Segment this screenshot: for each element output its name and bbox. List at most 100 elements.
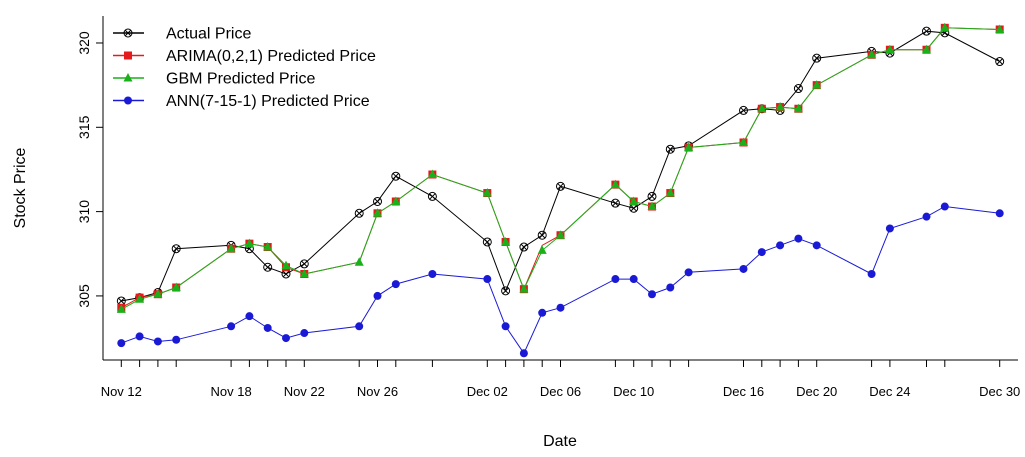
data-point-actual-price <box>391 171 401 181</box>
data-point-ann-7-15-1-predicted-price <box>135 332 144 341</box>
x-ticks: Nov 12 Nov 18 Nov 22 Nov 26 Dec 02 Dec 06 Dec … <box>101 360 1020 399</box>
legend-marker-gbm-predicted-price <box>123 73 133 82</box>
data-point-actual-price-cross <box>538 231 546 239</box>
data-point-gbm-predicted-price <box>867 49 877 59</box>
data-point-ann-7-15-1-predicted-price <box>227 322 236 331</box>
data-point-actual-price-cross <box>612 199 619 207</box>
data-point-gbm-predicted-price <box>244 238 254 248</box>
data-point-gbm-predicted-price <box>263 242 273 251</box>
axes: 305 310 315 320 Nov 12 Nov 18 Nov 22 Nov 26 Dec… <box>12 16 1020 450</box>
data-point-ann-7-15-1-predicted-price <box>263 323 272 332</box>
data-point-actual-price-cross <box>795 85 802 92</box>
data-point-gbm-predicted-price <box>556 230 565 239</box>
data-point-gbm-predicted-price <box>373 208 382 217</box>
data-point-ann-7-15-1-predicted-price <box>373 291 382 300</box>
data-point-ann-7-15-1-predicted-price <box>300 329 309 338</box>
y-tick-label: 310 <box>76 200 92 224</box>
data-point-gbm-predicted-price <box>482 188 492 197</box>
data-point-actual-price-cross <box>520 243 528 251</box>
data-point-actual-price-cross <box>740 107 747 114</box>
x-tick-label: Dec 10 <box>613 384 654 399</box>
data-point-ann-7-15-1-predicted-price <box>648 290 656 299</box>
legend-item-actual-price: Actual Price <box>113 26 251 43</box>
data-point-gbm-predicted-price <box>501 236 511 246</box>
data-point-actual-price-cross <box>996 58 1004 65</box>
data-point-ann-7-15-1-predicted-price <box>666 283 675 292</box>
x-tick-label: Dec 06 <box>540 384 581 399</box>
data-point-actual-price <box>501 286 511 296</box>
data-point-ann-7-15-1-predicted-price <box>501 322 510 331</box>
data-point-gbm-predicted-price <box>153 289 163 298</box>
x-tick-label: Dec 30 <box>979 384 1020 399</box>
data-point-actual-price <box>519 242 529 252</box>
data-point-actual-price <box>665 144 675 154</box>
data-point-actual-price-cross <box>355 209 363 217</box>
data-point-gbm-predicted-price <box>610 179 620 189</box>
data-point-gbm-predicted-price <box>135 294 145 303</box>
data-point-actual-price <box>610 198 620 208</box>
data-point-actual-price-cross <box>392 172 400 180</box>
data-point-actual-price-cross <box>557 182 564 190</box>
series-actual-price <box>116 26 1005 306</box>
y-axis-label: Stock Price <box>12 147 29 228</box>
y-tick-label: 315 <box>76 115 92 139</box>
x-tick-label: Nov 18 <box>210 384 251 399</box>
data-point-gbm-predicted-price <box>684 142 694 152</box>
data-point-gbm-predicted-price <box>299 269 309 278</box>
data-point-gbm-predicted-price <box>775 102 785 111</box>
data-point-ann-7-15-1-predicted-price <box>739 264 748 273</box>
data-point-ann-7-15-1-predicted-price <box>885 224 894 233</box>
data-point-gbm-predicted-price <box>812 80 822 89</box>
x-tick-label: Dec 24 <box>869 384 910 399</box>
data-point-gbm-predicted-price <box>519 284 529 293</box>
data-point-ann-7-15-1-predicted-price <box>519 349 528 358</box>
data-point-actual-price-cross <box>300 260 308 268</box>
legend-item-gbm-predicted-price: GBM Predicted Price <box>113 71 315 88</box>
x-tick-label: Dec 16 <box>723 384 764 399</box>
data-point-gbm-predicted-price <box>757 103 767 113</box>
data-point-actual-price-cross <box>282 270 290 278</box>
data-point-actual-price <box>482 237 492 247</box>
data-point-ann-7-15-1-predicted-price <box>684 268 693 277</box>
data-point-actual-price-cross <box>172 245 180 253</box>
series-arima-0-2-1-predicted-price <box>117 23 1004 312</box>
data-point-ann-7-15-1-predicted-price <box>282 334 290 343</box>
data-point-actual-price <box>812 53 822 63</box>
data-point-actual-price-cross <box>429 193 436 200</box>
data-point-actual-price-cross <box>264 263 272 271</box>
data-point-gbm-predicted-price <box>281 260 291 270</box>
data-point-ann-7-15-1-predicted-price <box>629 275 638 284</box>
data-point-gbm-predicted-price <box>391 196 401 205</box>
data-point-ann-7-15-1-predicted-price <box>428 270 437 278</box>
data-point-gbm-predicted-price <box>427 169 437 179</box>
data-point-actual-price-cross <box>648 193 656 200</box>
data-point-ann-7-15-1-predicted-price <box>757 248 766 257</box>
data-point-actual-price-cross <box>666 145 674 153</box>
data-point-actual-price <box>793 84 803 94</box>
data-point-gbm-predicted-price <box>116 304 126 313</box>
data-point-actual-price <box>171 244 181 254</box>
legend-item-ann-7-15-1-predicted-price: ANN(7-15-1) Predicted Price <box>113 93 370 110</box>
legend-item-arima-0-2-1-predicted-price: ARIMA(0,2,1) Predicted Price <box>113 48 376 65</box>
legend-marker-ann-7-15-1-predicted-price <box>124 96 132 105</box>
data-point-actual-price-cross <box>630 204 638 212</box>
data-point-ann-7-15-1-predicted-price <box>483 275 492 284</box>
data-point-actual-price-cross <box>374 198 381 205</box>
legend-label: GBM Predicted Price <box>166 71 315 88</box>
x-tick-label: Nov 26 <box>357 384 398 399</box>
data-point-gbm-predicted-price <box>885 44 895 54</box>
data-point-ann-7-15-1-predicted-price <box>391 280 400 289</box>
data-point-gbm-predicted-price <box>995 24 1005 33</box>
data-point-ann-7-15-1-predicted-price <box>153 337 162 346</box>
data-point-actual-price <box>299 259 309 269</box>
data-point-ann-7-15-1-predicted-price <box>867 270 876 278</box>
series-gbm-predicted-price <box>116 22 1005 313</box>
data-point-ann-7-15-1-predicted-price <box>172 335 181 344</box>
data-point-actual-price <box>373 196 382 206</box>
data-point-actual-price <box>263 262 273 272</box>
data-point-ann-7-15-1-predicted-price <box>556 303 565 312</box>
data-point-actual-price <box>427 191 437 201</box>
data-point-actual-price <box>354 208 364 218</box>
data-point-ann-7-15-1-predicted-price <box>995 209 1004 218</box>
